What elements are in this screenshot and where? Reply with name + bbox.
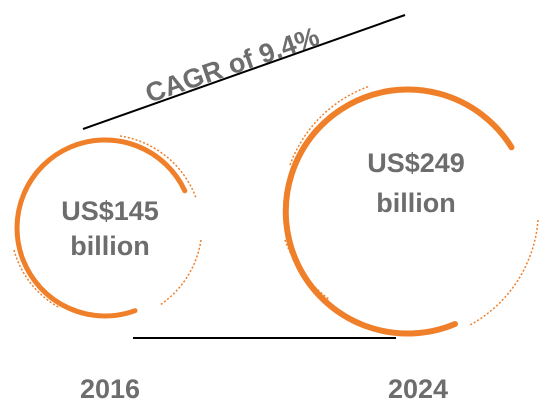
dotted-arc [284,239,331,301]
top-line [82,14,406,130]
unit: billion [376,188,455,218]
circle-arc [282,86,515,337]
dotted-arc [289,85,371,166]
unit: billion [70,231,149,261]
circle-arc [14,137,188,319]
year: 2024 [388,374,448,404]
amount: US$145 [61,196,159,226]
dotted-arc [13,249,61,309]
amount: US$249 [367,148,465,178]
headline: CAGR of 9.4% [142,21,323,108]
year: 2016 [80,374,140,404]
dotted-arc [469,219,539,326]
dotted-arc [159,239,202,306]
